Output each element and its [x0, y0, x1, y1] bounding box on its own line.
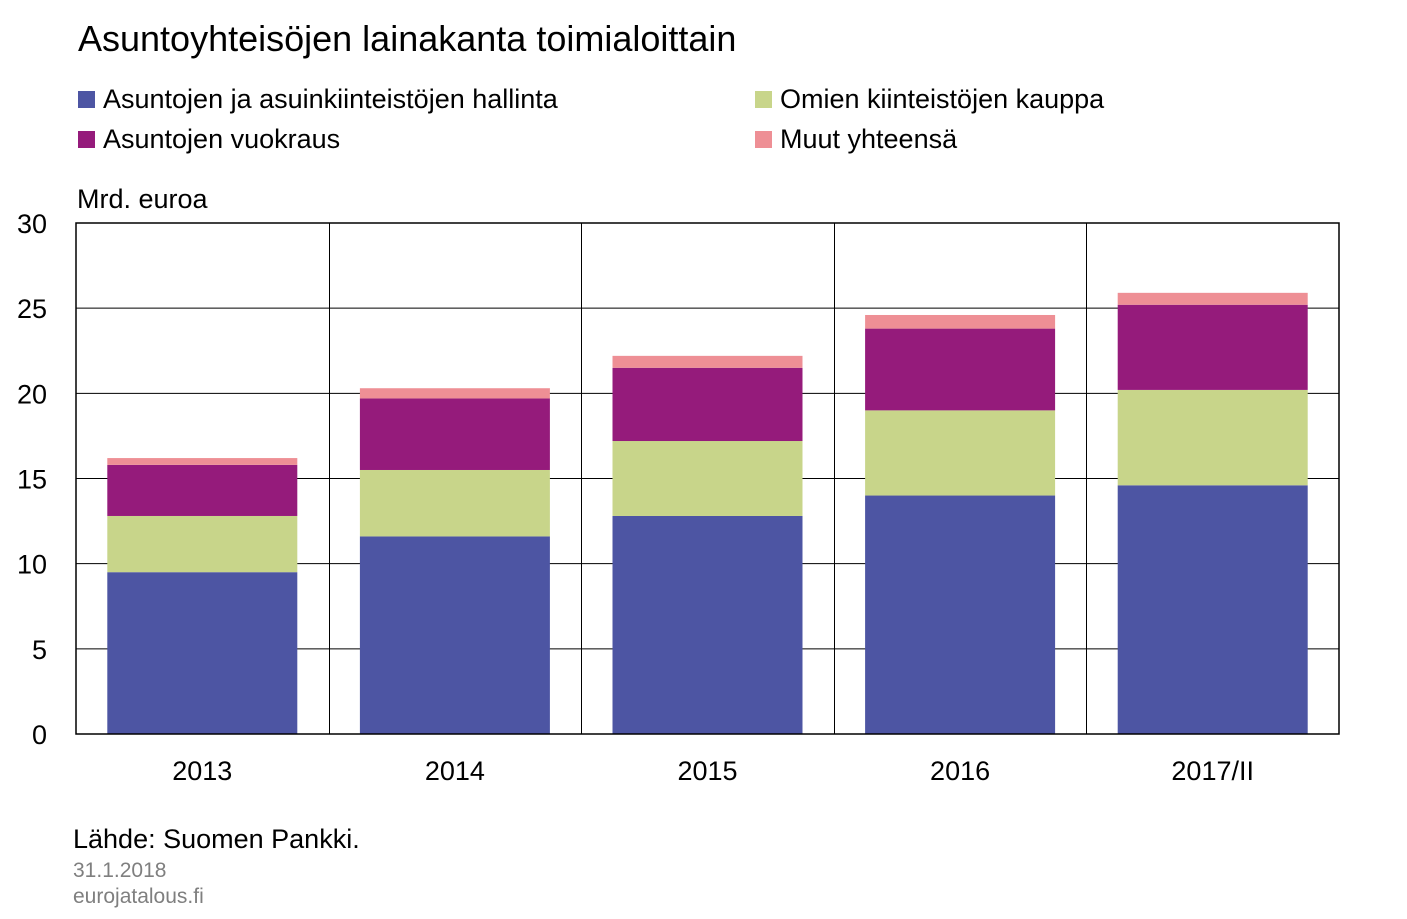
- bar-segment-kauppa: [359, 469, 550, 537]
- bar-segment-kauppa: [107, 515, 298, 573]
- y-tick-label: 5: [32, 635, 47, 665]
- bar-segment-muut: [612, 355, 803, 368]
- legend-swatch-muut: [755, 131, 772, 148]
- y-tick-label: 30: [17, 209, 47, 239]
- bar-segment-hallinta: [612, 515, 803, 734]
- bar-segment-kauppa: [1117, 389, 1308, 486]
- plot-frame: [75, 222, 1340, 735]
- chart-title: Asuntoyhteisöjen lainakanta toimialoitta…: [78, 18, 737, 59]
- legend-label-kauppa: Omien kiinteistöjen kauppa: [780, 84, 1105, 114]
- legend-label-hallinta: Asuntojen ja asuinkiinteistöjen hallinta: [103, 84, 558, 114]
- y-tick-label: 20: [17, 379, 47, 409]
- bar-segment-hallinta: [865, 495, 1056, 734]
- bar-segment-kauppa: [612, 441, 803, 516]
- legend-item-vuokraus: Asuntojen vuokraus: [78, 124, 340, 155]
- bar-segment-muut: [359, 388, 550, 399]
- bar-segment-vuokraus: [612, 367, 803, 442]
- legend-label-vuokraus: Asuntojen vuokraus: [103, 124, 341, 154]
- bar-segment-hallinta: [359, 536, 550, 734]
- bar-segment-muut: [865, 314, 1056, 329]
- bar-segment-kauppa: [865, 410, 1056, 496]
- x-tick-label: 2017/II: [1171, 756, 1254, 786]
- bar-segment-hallinta: [1117, 485, 1308, 734]
- y-tick-label: 15: [17, 465, 47, 495]
- y-tick-label: 0: [32, 720, 47, 750]
- x-tick-label: 2015: [677, 756, 737, 786]
- legend-label-muut: Muut yhteensä: [780, 124, 958, 154]
- y-tick-label: 25: [17, 294, 47, 324]
- chart-legend: Asuntojen ja asuinkiinteistöjen hallinta…: [78, 84, 1278, 164]
- bar-segment-vuokraus: [359, 398, 550, 470]
- y-axis-unit-label: Mrd. euroa: [77, 184, 208, 214]
- bar-segment-vuokraus: [865, 328, 1056, 411]
- x-tick-label: 2014: [425, 756, 485, 786]
- source-note: Lähde: Suomen Pankki.: [73, 824, 360, 854]
- site-credit: eurojatalous.fi: [73, 885, 204, 908]
- y-tick-label: 10: [17, 550, 47, 580]
- bar-segment-vuokraus: [107, 464, 298, 516]
- publication-date: 31.1.2018: [73, 859, 167, 882]
- legend-item-hallinta: Asuntojen ja asuinkiinteistöjen hallinta: [78, 84, 558, 115]
- bar-segment-muut: [1117, 292, 1308, 305]
- x-tick-label: 2016: [930, 756, 990, 786]
- x-tick-label: 2013: [172, 756, 232, 786]
- bar-segment-muut: [107, 458, 298, 465]
- legend-swatch-vuokraus: [78, 131, 95, 148]
- legend-swatch-hallinta: [78, 91, 95, 108]
- legend-item-muut: Muut yhteensä: [755, 124, 957, 155]
- legend-swatch-kauppa: [755, 91, 772, 108]
- legend-item-kauppa: Omien kiinteistöjen kauppa: [755, 84, 1104, 115]
- bar-segment-vuokraus: [1117, 304, 1308, 390]
- bar-segment-hallinta: [107, 572, 298, 734]
